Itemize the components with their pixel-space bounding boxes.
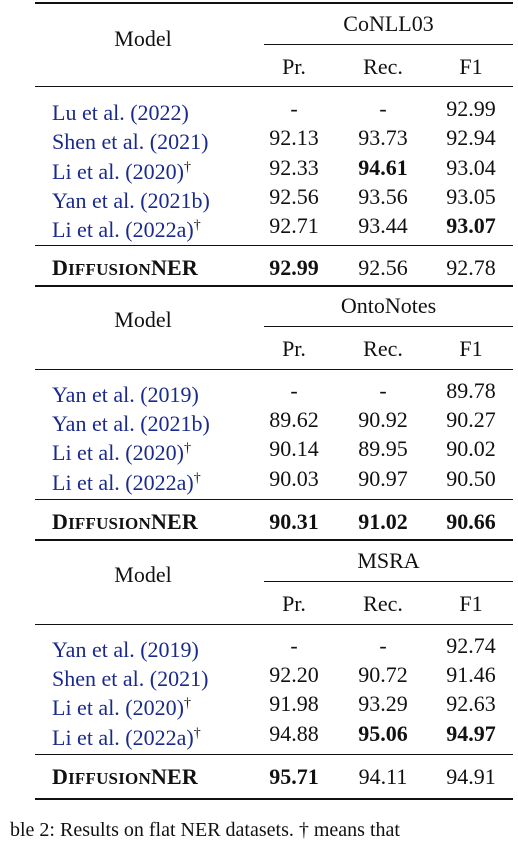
cell-f1: 89.78 [446,378,496,403]
cell-f1: 92.63 [446,691,496,716]
cell-rec: 93.73 [358,125,408,150]
citation-link[interactable]: Shen et al. (2021) [52,666,209,691]
ours-rec-best: 91.02 [358,509,408,534]
ours-f1: 92.78 [446,255,496,280]
cell-rec: - [379,633,387,658]
col-header-rec: Rec. [363,54,403,79]
cell-rec: 90.92 [358,407,408,432]
header-cmidrule [264,326,513,327]
dataset-name-msra: MSRA [357,548,420,573]
citation-link[interactable]: Yan et al. (2021b) [52,411,210,436]
cell-pr: 91.98 [269,691,319,716]
cell-f1: 92.74 [446,633,496,658]
top-rule [35,2,513,4]
cell-f1: 93.04 [446,155,496,180]
header-cmidrule [264,44,513,45]
ours-rec: 92.56 [358,255,408,280]
ours-rule [35,754,513,755]
cell-f1-best: 94.97 [446,721,496,746]
method-name-diffusionner: DIFFUSIONNER [52,255,198,280]
header-rule [35,86,513,87]
ours-f1: 94.91 [446,764,496,789]
citation-link[interactable]: Yan et al. (2019) [52,637,199,662]
cell-pr: - [290,633,298,658]
model-header: Model [114,562,172,587]
citation-link[interactable]: Li et al. (2020)† [52,159,191,184]
citation-link[interactable]: Lu et al. (2022) [52,100,189,125]
cell-f1: 90.50 [446,466,496,491]
citation-link[interactable]: Li et al. (2022a)† [52,217,201,242]
cell-f1: 90.02 [446,436,496,461]
dataset-name-ontonotes: OntoNotes [340,293,437,318]
ours-pr-best: 90.31 [269,509,319,534]
col-header-pr: Pr. [282,591,306,616]
cell-rec: 90.72 [358,662,408,687]
cell-f1: 91.46 [446,662,496,687]
cell-f1: 90.27 [446,407,496,432]
col-header-pr: Pr. [282,336,306,361]
col-header-pr: Pr. [282,54,306,79]
bottom-rule [35,798,513,800]
ours-rule [35,499,513,500]
model-header: Model [114,26,172,51]
table-caption: ble 2: Results on flat NER datasets. † m… [10,819,400,841]
cell-f1: 92.94 [446,125,496,150]
cell-rec: 93.29 [358,691,408,716]
cell-pr: 92.33 [269,155,319,180]
cell-pr: 92.13 [269,125,319,150]
cell-rec: 90.97 [358,466,408,491]
col-header-f1: F1 [459,336,483,361]
ours-f1-best: 90.66 [446,509,496,534]
col-header-f1: F1 [459,591,483,616]
citation-link[interactable]: Li et al. (2020)† [52,440,191,465]
cell-f1: 93.05 [446,184,496,209]
cell-f1-best: 93.07 [446,213,496,238]
cell-pr: 92.71 [269,213,319,238]
cell-pr: 94.88 [269,721,319,746]
ours-rec: 94.11 [358,764,408,789]
cell-pr: - [290,96,298,121]
citation-link[interactable]: Li et al. (2020)† [52,695,191,720]
cell-pr: 92.56 [269,184,319,209]
cell-pr: 92.20 [269,662,319,687]
model-header: Model [114,307,172,332]
ours-pr-best: 95.71 [269,764,319,789]
cell-f1: 92.99 [446,96,496,121]
cell-pr: 89.62 [269,407,319,432]
col-header-rec: Rec. [363,591,403,616]
header-cmidrule [264,581,513,582]
cell-rec: 89.95 [358,436,408,461]
col-header-rec: Rec. [363,336,403,361]
citation-link[interactable]: Li et al. (2022a)† [52,470,201,495]
block-rule [35,285,513,287]
cell-pr: 90.14 [269,436,319,461]
method-name-diffusionner: DIFFUSIONNER [52,509,198,534]
ours-pr-best: 92.99 [269,255,319,280]
citation-link[interactable]: Li et al. (2022a)† [52,725,201,750]
cell-rec: - [379,96,387,121]
block-rule [35,539,513,541]
citation-link[interactable]: Shen et al. (2021) [52,129,209,154]
citation-link[interactable]: Yan et al. (2021b) [52,188,210,213]
ours-rule [35,245,513,246]
cell-rec-best: 95.06 [358,721,408,746]
cell-rec-best: 94.61 [358,155,408,180]
cell-rec: - [379,378,387,403]
cell-rec: 93.44 [358,213,408,238]
header-rule [35,369,513,370]
dataset-name-conll03: CoNLL03 [343,11,434,36]
method-name-diffusionner: DIFFUSIONNER [52,764,198,789]
col-header-f1: F1 [459,54,483,79]
citation-link[interactable]: Yan et al. (2019) [52,382,199,407]
cell-rec: 93.56 [358,184,408,209]
cell-pr: - [290,378,298,403]
cell-pr: 90.03 [269,466,319,491]
header-rule [35,624,513,625]
